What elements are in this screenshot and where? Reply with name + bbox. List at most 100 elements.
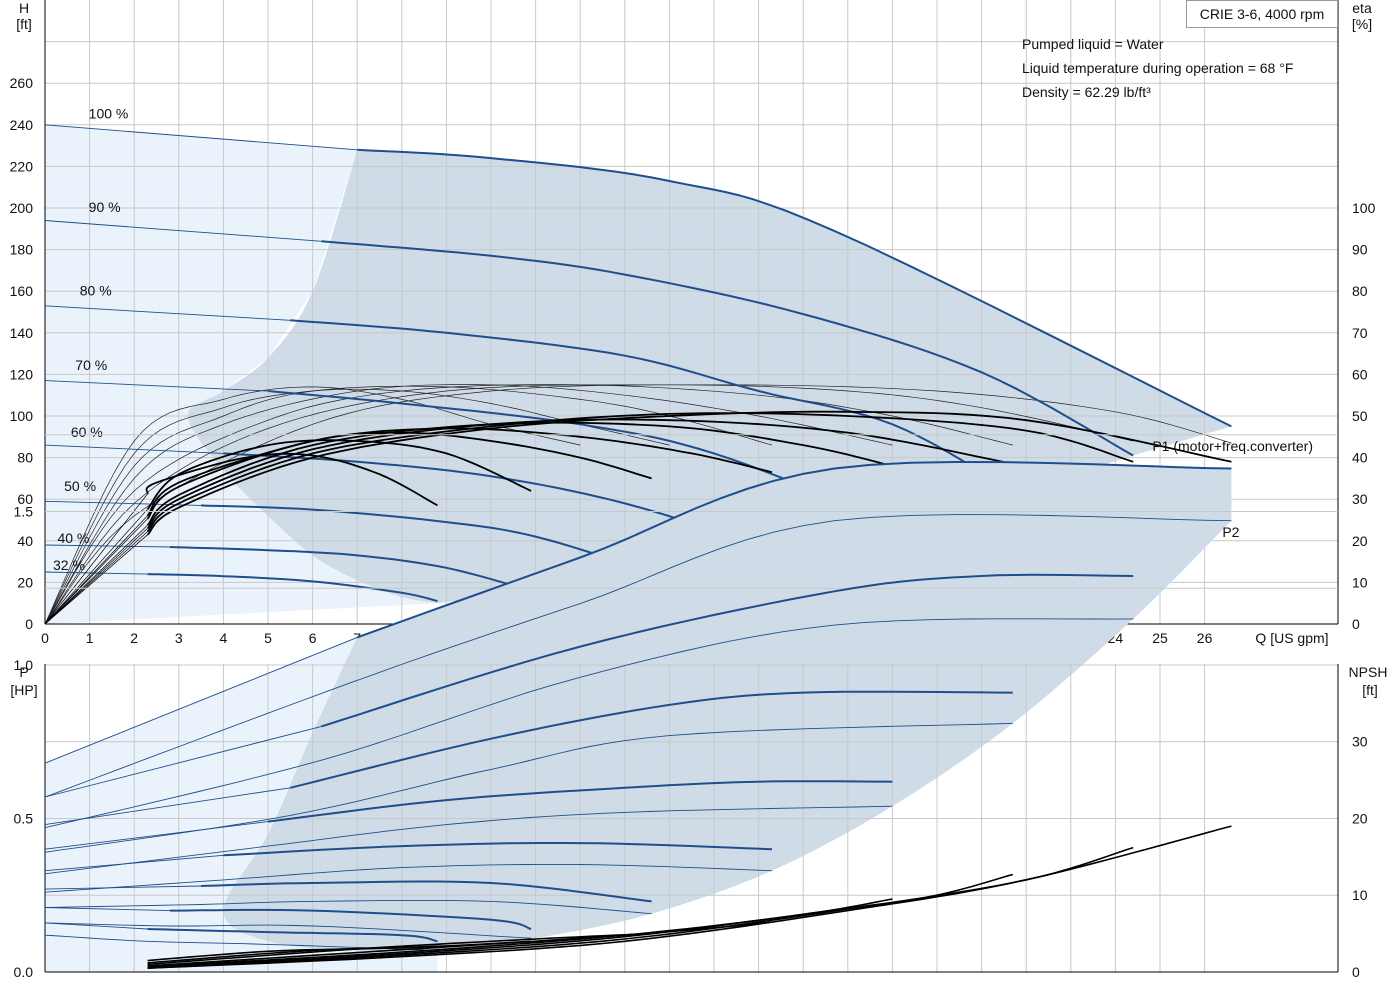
eff-curve-thin — [44, 518, 148, 625]
efficiency-curve — [146, 431, 652, 517]
p1-curve — [169, 908, 532, 930]
head-curve-thin — [44, 571, 148, 575]
y-right-tick-label: 50 — [1352, 408, 1368, 424]
x-tick-label: 5 — [264, 630, 272, 646]
y-right-tick-label: 10 — [1352, 574, 1368, 590]
head-curve-thin — [44, 444, 224, 454]
x-tick-label: 1 — [86, 630, 94, 646]
p1-curve — [356, 460, 1232, 639]
y-left-tick-label: 40 — [17, 533, 33, 549]
y-left-label: H — [19, 0, 29, 16]
y-left-tick-label: 80 — [17, 450, 33, 466]
head-curve-thin — [44, 124, 358, 151]
p1-curve — [201, 880, 652, 903]
npsh-curve — [147, 945, 438, 962]
head-curve — [201, 504, 652, 573]
p1-curve-thin — [44, 922, 148, 930]
y-right-tick-label: 90 — [1352, 242, 1368, 258]
y-right-tick-label: 100 — [1352, 200, 1376, 216]
y-right-tick-label: 20 — [1352, 533, 1368, 549]
x-tick-label: 3 — [175, 630, 183, 646]
y-left-tick-label: 240 — [10, 117, 34, 133]
p1-curve — [147, 928, 438, 943]
y-right-label: NPSH — [1349, 664, 1388, 680]
eff-curve-thin — [44, 508, 148, 625]
head-curve — [267, 390, 893, 524]
p1-curve — [267, 780, 893, 823]
x-tick-label: 2 — [130, 630, 138, 646]
y-left-tick-label: 0 — [25, 616, 33, 632]
info-density: Density = 62.29 lb/ft³ — [1022, 84, 1151, 100]
p1-label: P1 (motor+freq.converter) — [1152, 438, 1313, 454]
y-left-tick-label: 140 — [10, 325, 34, 341]
head-curve — [321, 240, 1134, 457]
head-curve-thin — [44, 220, 322, 242]
y-right-tick-label: 70 — [1352, 325, 1368, 341]
x-tick-label: 6 — [309, 630, 317, 646]
x-tick-label: 4 — [220, 630, 228, 646]
p2-curve — [44, 863, 773, 893]
head-curve-thin — [44, 380, 269, 392]
y-left-tick-label: 100 — [10, 408, 34, 424]
y-right-tick-label: 10 — [1352, 887, 1368, 903]
eff-curve-thin — [44, 515, 148, 625]
p2-curve — [44, 618, 1134, 829]
y-left-tick-label: 180 — [10, 242, 34, 258]
y-left-unit: [HP] — [10, 682, 37, 698]
head-curve — [147, 573, 438, 603]
p1-curve-thin — [44, 854, 224, 872]
y-left-tick-label: 220 — [10, 158, 34, 174]
eff-curve-thin — [44, 384, 1232, 625]
head-curve-thin — [44, 544, 170, 548]
eff-curve-thin — [44, 531, 148, 625]
p2-label: P2 — [1222, 524, 1239, 540]
head-curve — [169, 546, 532, 592]
y-left-tick-label: 1.5 — [14, 504, 34, 520]
efficiency-curve — [145, 452, 438, 507]
speed-label: 50 % — [64, 478, 96, 494]
eff-curve-thin — [44, 493, 148, 625]
y-right-unit: [ft] — [1362, 682, 1378, 698]
y-left-tick-label: 0.0 — [14, 964, 34, 980]
eff-curve-thin — [44, 528, 148, 625]
p2-curve — [44, 899, 652, 915]
y-left-unit: [ft] — [16, 16, 32, 32]
info-liquid-temperature: Liquid temperature during operation = 68… — [1022, 60, 1294, 76]
y-right-tick-label: 40 — [1352, 450, 1368, 466]
pump-title-box: CRIE 3-6, 4000 rpm — [1186, 0, 1338, 28]
speed-label: 90 % — [89, 199, 121, 215]
y-right-tick-label: 0 — [1352, 964, 1360, 980]
x-tick-label: 26 — [1197, 630, 1213, 646]
y-right-tick-label: 60 — [1352, 366, 1368, 382]
efficiency-curve — [146, 421, 893, 526]
speed-label: 100 % — [89, 106, 129, 122]
y-left-tick-label: 0.5 — [14, 811, 34, 827]
npsh-curve — [147, 921, 773, 967]
head-curve-thin — [44, 305, 291, 321]
y-left-tick-label: 120 — [10, 366, 34, 382]
x-axis-label: Q [US gpm] — [1255, 630, 1328, 646]
npsh-curve — [147, 932, 652, 966]
eff-curve-thin — [44, 385, 773, 625]
efficiency-curve — [146, 439, 532, 510]
operating-area — [223, 462, 1232, 952]
speed-label: 70 % — [75, 357, 107, 373]
p1-curve — [321, 573, 1134, 728]
p1-curve — [290, 690, 1013, 789]
x-tick-label: 25 — [1152, 630, 1168, 646]
p1-curve-thin — [44, 907, 170, 912]
p1-curve-thin — [44, 821, 269, 850]
light-area — [45, 637, 438, 972]
p1-curve — [223, 842, 773, 857]
top-grid — [44, 0, 1338, 625]
x-tick-label: 0 — [41, 630, 49, 646]
y-right-tick-label: 80 — [1352, 283, 1368, 299]
p2-curve — [44, 805, 893, 875]
y-left-label: P — [19, 664, 28, 680]
y-right-tick-label: 20 — [1352, 810, 1368, 826]
y-left-tick-label: 1.0 — [14, 657, 34, 673]
efficiency-curve — [146, 412, 1134, 533]
